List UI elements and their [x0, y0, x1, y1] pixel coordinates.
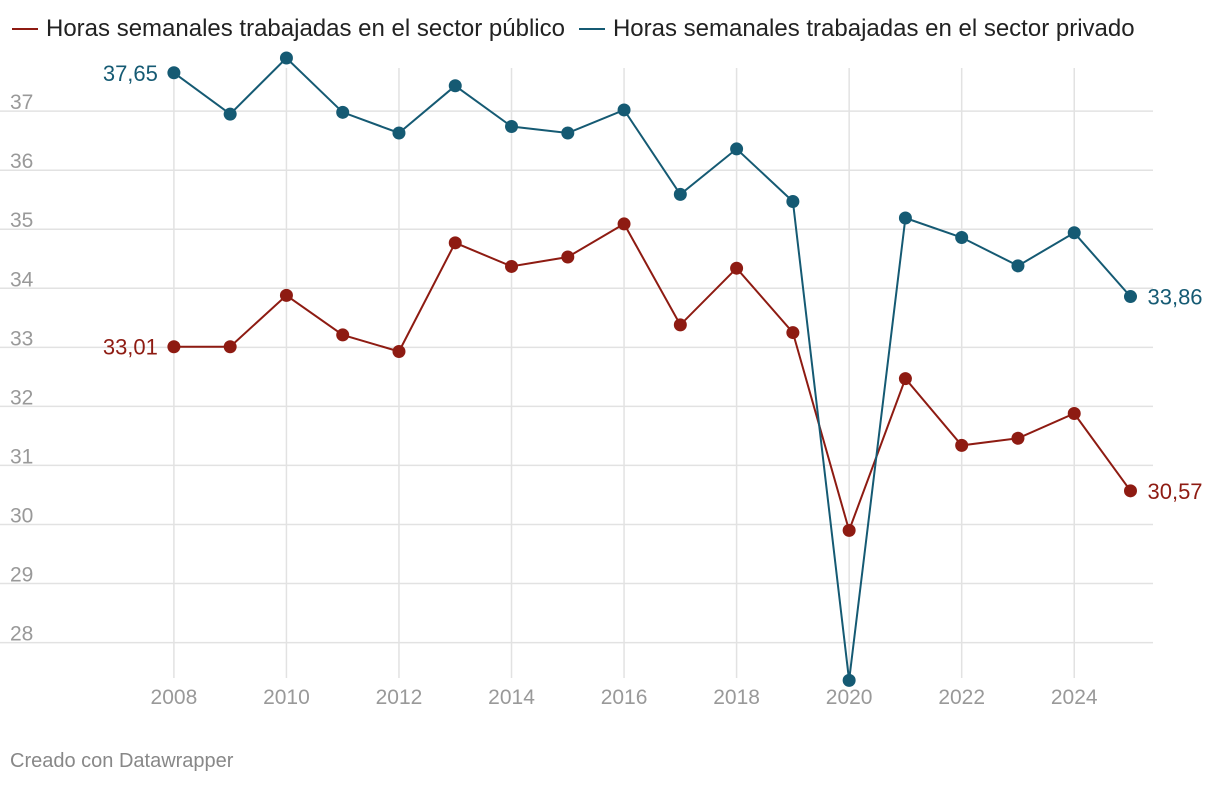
- x-tick-label-2008: 2008: [151, 686, 198, 709]
- data-point-1-2011: [336, 105, 350, 119]
- data-point-0-2013: [448, 236, 462, 250]
- data-point-0-2016: [617, 217, 631, 231]
- data-point-1-2016: [617, 103, 631, 117]
- data-point-1-2024: [1067, 226, 1081, 240]
- data-point-1-2013: [448, 79, 462, 93]
- legend-item-public: Horas semanales trabajadas en el sector …: [12, 15, 565, 43]
- data-point-1-2008: [167, 66, 181, 80]
- chart-legend: Horas semanales trabajadas en el sector …: [12, 14, 1149, 44]
- y-tick-label-35: 35: [10, 209, 33, 232]
- y-tick-label-33: 33: [10, 327, 33, 350]
- x-tick-label-2012: 2012: [376, 686, 423, 709]
- data-point-1-2010: [279, 51, 293, 65]
- legend-label-private: Horas semanales trabajadas en el sector …: [612, 15, 1135, 42]
- x-tick-label-2020: 2020: [826, 686, 873, 709]
- data-point-0-2009: [223, 340, 237, 354]
- y-tick-label-34: 34: [10, 268, 34, 291]
- data-point-0-2020: [842, 523, 856, 537]
- y-tick-label-30: 30: [10, 504, 33, 527]
- series-line-1: [173, 56, 1132, 681]
- y-tick-label-28: 28: [10, 623, 33, 646]
- data-point-0-2018: [730, 261, 744, 275]
- data-point-0-2022: [955, 438, 969, 452]
- data-point-1-2018: [730, 142, 744, 156]
- data-point-0-2019: [786, 326, 800, 340]
- data-point-0-2012: [392, 344, 406, 358]
- x-tick-label-2022: 2022: [938, 686, 985, 709]
- y-tick-label-29: 29: [10, 564, 33, 587]
- legend-item-private: Horas semanales trabajadas en el sector …: [578, 15, 1135, 43]
- data-point-1-2022: [955, 231, 969, 245]
- legend-swatch-public: [12, 28, 38, 30]
- data-point-0-2021: [898, 372, 912, 386]
- x-tick-label-2016: 2016: [601, 686, 648, 709]
- data-point-1-2020: [842, 673, 856, 687]
- x-tick-label-2010: 2010: [263, 686, 310, 709]
- data-point-1-2015: [561, 126, 575, 140]
- y-tick-label-36: 36: [10, 150, 33, 173]
- data-point-0-2014: [505, 259, 519, 273]
- x-tick-label-2024: 2024: [1051, 686, 1098, 709]
- legend-label-public: Horas semanales trabajadas en el sector …: [46, 15, 565, 42]
- start-value-label-1: 37,65: [103, 61, 158, 86]
- data-point-0-2023: [1011, 431, 1025, 445]
- data-point-0-2017: [673, 318, 687, 332]
- end-value-label-0: 30,57: [1147, 479, 1202, 504]
- end-value-label-1: 33,86: [1147, 285, 1202, 310]
- data-point-1-2012: [392, 126, 406, 140]
- x-tick-label-2014: 2014: [488, 686, 535, 709]
- data-point-0-2010: [279, 288, 293, 302]
- legend-swatch-private: [578, 28, 605, 30]
- data-point-1-2021: [898, 211, 912, 225]
- y-tick-label-37: 37: [10, 91, 33, 114]
- footer-credit: Creado con Datawrapper: [10, 750, 234, 772]
- data-point-0-2008: [167, 340, 181, 354]
- data-point-1-2014: [505, 119, 519, 133]
- data-point-0-2015: [561, 250, 575, 264]
- data-point-0-2011: [336, 328, 350, 342]
- data-point-0-2025: [1123, 484, 1137, 498]
- data-point-1-2019: [786, 194, 800, 208]
- series-line-0: [173, 222, 1132, 534]
- data-point-1-2017: [673, 187, 687, 201]
- start-value-label-0: 33,01: [103, 335, 158, 360]
- data-point-1-2025: [1123, 290, 1137, 304]
- data-point-0-2024: [1067, 406, 1081, 420]
- data-point-1-2023: [1011, 259, 1025, 273]
- y-tick-label-32: 32: [10, 386, 33, 409]
- y-tick-label-31: 31: [10, 445, 33, 468]
- x-tick-label-2018: 2018: [713, 686, 760, 709]
- data-point-1-2009: [223, 107, 237, 121]
